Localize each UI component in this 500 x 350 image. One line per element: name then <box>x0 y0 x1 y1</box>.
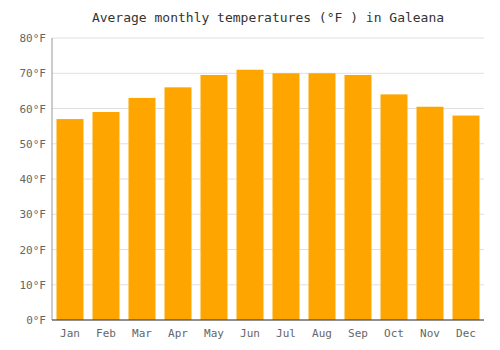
x-tick-label: May <box>204 327 224 340</box>
grid-line <box>52 38 484 39</box>
x-tick-label: Mar <box>132 327 152 340</box>
bar <box>345 75 372 320</box>
bars <box>57 70 480 320</box>
y-tick-label: 50°F <box>20 138 47 151</box>
y-tick-label: 40°F <box>20 173 47 186</box>
x-tick-label: Jun <box>240 327 260 340</box>
bar <box>309 73 336 320</box>
x-tick-label: Oct <box>384 327 404 340</box>
x-axis-line <box>52 320 484 321</box>
y-tick-label: 60°F <box>20 103 47 116</box>
y-axis: 0°F 10°F 20°F 30°F 40°F 50°F 60°F 70°F 80°F <box>20 32 47 327</box>
bar <box>201 75 228 320</box>
bar <box>381 94 408 320</box>
x-tick-label: Jul <box>276 327 296 340</box>
chart-svg: Average monthly temperatures (°F ) in Ga… <box>0 0 500 350</box>
y-axis-line <box>52 38 53 320</box>
x-tick-label: Sep <box>348 327 368 340</box>
x-tick-label: Jan <box>60 327 80 340</box>
grid-line <box>52 73 484 74</box>
y-tick-label: 20°F <box>20 244 47 257</box>
chart-container: Average monthly temperatures (°F ) in Ga… <box>0 0 500 350</box>
x-axis: Jan Feb Mar Apr May Jun Jul Aug Sep Oct Nov Dec <box>60 327 476 340</box>
bar <box>165 87 192 320</box>
y-tick-label: 70°F <box>20 67 47 80</box>
bar <box>57 119 84 320</box>
x-tick-label: Feb <box>96 327 116 340</box>
x-tick-label: Aug <box>312 327 332 340</box>
grid <box>52 38 484 320</box>
y-tick-label: 0°F <box>26 314 46 327</box>
bar <box>417 107 444 320</box>
y-tick-label: 80°F <box>20 32 47 45</box>
grid-line <box>52 320 484 321</box>
bar <box>453 116 480 320</box>
x-tick-label: Apr <box>168 327 188 340</box>
y-tick-label: 30°F <box>20 208 47 221</box>
bar <box>273 73 300 320</box>
bar <box>93 112 120 320</box>
x-tick-label: Dec <box>456 327 476 340</box>
y-tick-label: 10°F <box>20 279 47 292</box>
chart-title: Average monthly temperatures (°F ) in Ga… <box>92 10 444 25</box>
bar <box>129 98 156 320</box>
bar <box>237 70 264 320</box>
x-tick-label: Nov <box>420 327 440 340</box>
